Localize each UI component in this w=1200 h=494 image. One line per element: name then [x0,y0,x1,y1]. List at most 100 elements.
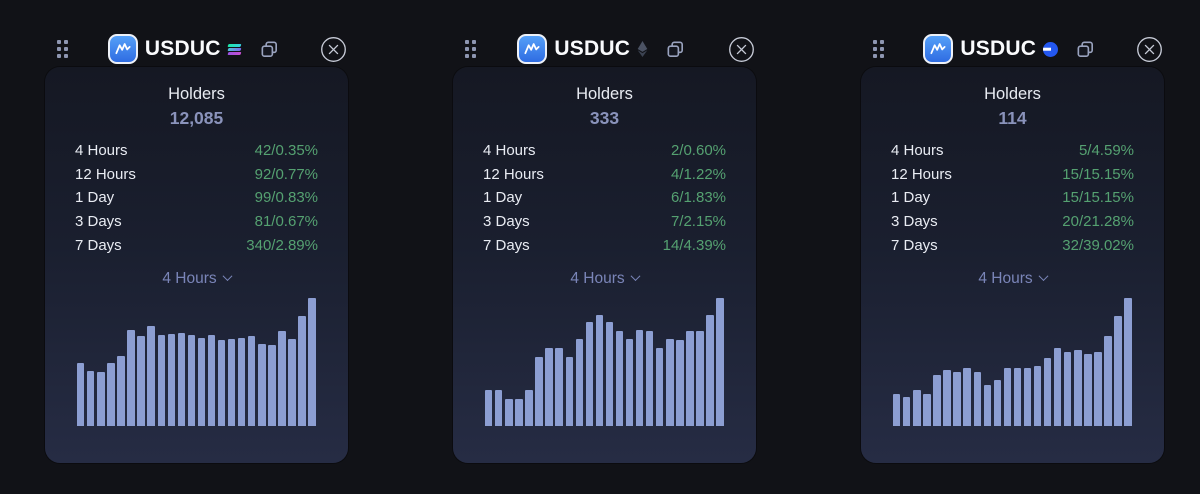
stat-row: 7 Days 32/39.02% [891,233,1134,257]
timeframe-dropdown[interactable]: 4 Hours [861,270,1164,288]
chart-bar [197,337,206,426]
stat-change-value: 81/0.67% [254,213,318,231]
stat-period-label: 4 Hours [75,142,128,160]
chart-bar [107,363,115,426]
stats-list: 4 Hours 5/4.59% 12 Hours 15/15.15% 1 Day 15/1… [891,139,1134,257]
chart-bar [993,379,1002,426]
widget-card: Holders 333 4 Hours 2/0.60% 12 Hours 4/1.22… [453,67,756,463]
chart-bar [258,344,266,426]
chart-bar [893,393,901,426]
chart-bar [288,338,296,426]
holders-bar-chart [893,297,1132,426]
chart-bar [97,372,105,426]
stat-period-label: 12 Hours [891,165,952,183]
chart-bar [565,356,573,426]
drag-handle-icon[interactable] [465,40,476,58]
chart-bar [308,297,316,426]
chart-bar [933,374,941,426]
chart-bar [1013,368,1022,426]
copy-icon[interactable] [259,39,280,60]
chart-bar [157,335,165,426]
chart-bar [525,390,533,426]
close-icon[interactable] [728,36,755,63]
token-logo-icon [107,34,138,64]
chart-bar [676,340,684,426]
chart-bar [973,372,981,426]
chart-bar [177,332,186,426]
chevron-down-icon [1038,271,1049,282]
chart-bar [1054,347,1062,426]
stat-period-label: 7 Days [483,236,530,254]
close-icon[interactable] [320,36,347,63]
chart-bar [1094,351,1102,426]
token-name: USDUC [144,37,221,60]
chart-bar [1043,358,1052,426]
chart-bar [298,315,306,426]
chart-bar [1023,368,1032,426]
holders-label: Holders [984,85,1041,103]
chart-bar [268,345,276,426]
widget-title-group: USDUC [68,34,321,64]
chart-bar [903,396,911,426]
stat-change-value: 32/39.02% [1062,236,1134,254]
chart-bar [625,338,634,426]
holders-value: 114 [998,108,1027,128]
chart-bar [605,322,614,426]
chart-bar [238,337,246,426]
token-name: USDUC [960,37,1037,60]
timeframe-dropdown[interactable]: 4 Hours [453,270,756,288]
chart-bar [585,322,594,426]
holders-value: 12,085 [169,108,224,128]
chart-bar [953,372,961,426]
timeframe-dropdown[interactable]: 4 Hours [45,270,348,288]
token-widget: USDUC Holders 114 [861,31,1164,463]
chart-bar [207,335,216,426]
stat-row: 4 Hours 2/0.60% [483,139,726,163]
widget-card: Holders 12,085 4 Hours 42/0.35% 12 Hours 92… [45,67,348,463]
chart-bar [913,390,921,426]
stat-change-value: 6/1.83% [670,189,726,207]
stat-row: 7 Days 340/2.89% [75,233,318,257]
copy-icon[interactable] [665,39,686,60]
holders-bar-chart [485,297,724,426]
chart-bar [545,347,553,426]
token-logo-icon [923,34,954,64]
chart-bar [137,336,145,426]
chart-bar [1033,365,1042,426]
stat-change-value: 20/21.28% [1062,213,1134,231]
widget-header: USDUC [45,31,348,67]
stat-period-label: 7 Days [891,236,938,254]
stat-period-label: 3 Days [483,213,530,231]
chart-bar [167,333,175,426]
chart-bar [963,368,971,426]
base-chain-icon [1043,41,1059,57]
chart-bar [983,385,991,426]
chart-bar [505,399,513,426]
stat-row: 12 Hours 4/1.22% [483,163,726,187]
stat-period-label: 12 Hours [483,165,544,183]
timeframe-dropdown-label: 4 Hours [162,269,217,287]
chart-bar [87,370,95,426]
chart-bar [575,338,583,426]
chevron-down-icon [222,271,233,282]
stat-change-value: 42/0.35% [254,142,318,160]
chart-bar [278,331,286,426]
chart-bar [1074,350,1082,426]
close-icon[interactable] [1136,36,1163,63]
drag-handle-icon[interactable] [873,40,884,58]
chart-bar [147,326,155,426]
copy-icon[interactable] [1075,39,1096,60]
stat-row: 1 Day 99/0.83% [75,186,318,210]
chart-bar [555,347,563,426]
stat-change-value: 340/2.89% [246,236,318,254]
drag-handle-icon[interactable] [57,40,68,58]
ethereum-chain-icon [637,41,648,57]
chart-bar [495,390,503,426]
stat-change-value: 99/0.83% [254,189,318,207]
chart-bar [77,363,85,426]
stat-period-label: 4 Hours [891,142,944,160]
stat-row: 4 Hours 42/0.35% [75,139,318,163]
stat-period-label: 3 Days [75,213,122,231]
stats-list: 4 Hours 2/0.60% 12 Hours 4/1.22% 1 Day 6/1.83… [483,139,726,257]
chart-bar [1003,368,1012,426]
